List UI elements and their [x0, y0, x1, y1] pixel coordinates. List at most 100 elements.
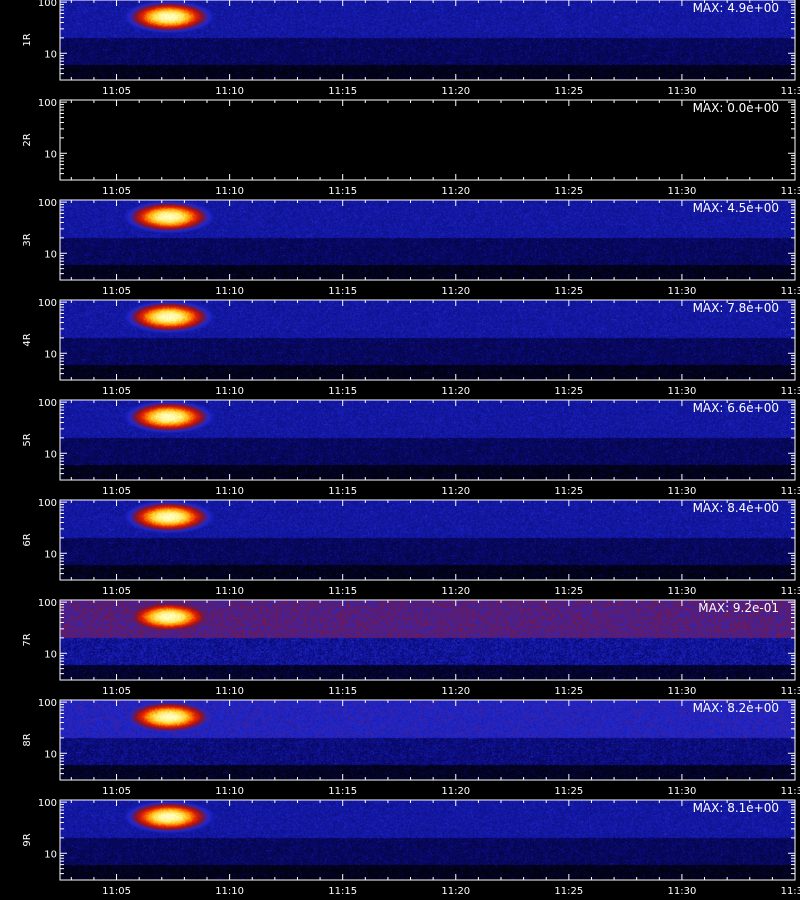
y-tick-label: 10	[44, 649, 57, 660]
spectrogram-panel-4r: 11:05 11:10 11:15 11:20 11:25 11:30 11:35 100 10…	[0, 298, 800, 400]
x-tick-label: 11:20	[441, 886, 470, 897]
panel-axes: 11:05 11:10 11:15 11:20 11:25 11:30 11:35 100 10…	[22, 698, 800, 797]
plot-frame	[59, 199, 796, 281]
spectrogram-panel-2r: 11:05 11:10 11:15 11:20 11:25 11:30 11:35 100 10…	[0, 98, 800, 200]
plot-frame	[59, 399, 796, 481]
heatmap-image	[60, 800, 795, 880]
x-tick-label: 11:15	[328, 886, 357, 897]
y-tick-label: 100	[38, 0, 57, 9]
x-tick-label: 11:20	[441, 386, 470, 397]
max-value-label: MAX: 8.4e+00	[693, 501, 779, 515]
spectrogram-panel-8r: 11:05 11:10 11:15 11:20 11:25 11:30 11:35 100 10…	[0, 698, 800, 800]
max-value-label: MAX: 4.5e+00	[693, 201, 779, 215]
x-tick-label: 11:30	[668, 586, 697, 597]
x-tick-label: 11:10	[215, 786, 244, 797]
max-value-label: MAX: 6.6e+00	[693, 401, 779, 415]
x-tick-label: 11:30	[668, 886, 697, 897]
plot-frame	[59, 699, 796, 781]
panel-axes: 11:05 11:10 11:15 11:20 11:25 11:30 11:35 100 10…	[22, 398, 800, 497]
x-tick-label: 11:10	[215, 86, 244, 97]
panel-axes: 11:05 11:10 11:15 11:20 11:25 11:30 11:35 100 10…	[22, 198, 800, 297]
y-tick-label: 100	[38, 98, 57, 109]
x-tick-label: 11:15	[328, 286, 357, 297]
x-tick-label: 11:25	[554, 86, 583, 97]
heatmap-image	[60, 0, 795, 80]
spectrogram-panel-5r: 11:05 11:10 11:15 11:20 11:25 11:30 11:35 100 10…	[0, 398, 800, 500]
x-tick-label: 11:25	[554, 286, 583, 297]
x-tick-label: 11:35	[781, 486, 800, 497]
x-tick-label: 11:35	[781, 86, 800, 97]
x-tick-label: 11:30	[668, 86, 697, 97]
x-tick-label: 11:35	[781, 886, 800, 897]
spectrogram-panel-3r: 11:05 11:10 11:15 11:20 11:25 11:30 11:35 100 10…	[0, 198, 800, 300]
x-tick-label: 11:15	[328, 86, 357, 97]
plot-frame	[59, 499, 796, 581]
x-tick-label: 11:15	[328, 486, 357, 497]
x-tick-label: 11:10	[215, 286, 244, 297]
x-tick-label: 11:05	[102, 186, 131, 197]
detector-label: 5R	[22, 433, 33, 446]
detector-label: 4R	[22, 333, 33, 346]
x-tick-label: 11:10	[215, 586, 244, 597]
x-tick-label: 11:20	[441, 486, 470, 497]
x-tick-label: 11:35	[781, 386, 800, 397]
x-tick-label: 11:05	[102, 486, 131, 497]
max-value-label: MAX: 7.8e+00	[693, 301, 779, 315]
heatmap-image	[60, 600, 795, 680]
x-tick-label: 11:10	[215, 886, 244, 897]
detector-label: 2R	[22, 133, 33, 146]
y-tick-label: 10	[44, 849, 57, 860]
x-tick-label: 11:25	[554, 486, 583, 497]
x-tick-label: 11:05	[102, 586, 131, 597]
heatmap-image	[60, 400, 795, 480]
max-value-label: MAX: 0.0e+00	[693, 101, 779, 115]
detector-label: 1R	[22, 33, 33, 46]
y-tick-label: 100	[38, 698, 57, 709]
x-tick-label: 11:35	[781, 686, 800, 697]
x-tick-label: 11:25	[554, 586, 583, 597]
x-tick-label: 11:20	[441, 286, 470, 297]
y-tick-label: 100	[38, 798, 57, 809]
heatmap-image	[60, 500, 795, 580]
x-tick-label: 11:25	[554, 386, 583, 397]
x-tick-label: 11:20	[441, 686, 470, 697]
plot-frame	[59, 99, 796, 181]
x-tick-label: 11:05	[102, 286, 131, 297]
x-tick-label: 11:20	[441, 186, 470, 197]
x-tick-label: 11:05	[102, 786, 131, 797]
x-tick-label: 11:25	[554, 186, 583, 197]
y-tick-label: 100	[38, 598, 57, 609]
panel-axes: 11:05 11:10 11:15 11:20 11:25 11:30 11:35 100 10…	[22, 298, 800, 397]
max-value-label: MAX: 9.2e-01	[698, 601, 779, 615]
plot-frame	[59, 799, 796, 881]
x-tick-label: 11:05	[102, 886, 131, 897]
x-tick-label: 11:10	[215, 686, 244, 697]
plot-frame	[59, 599, 796, 681]
detector-label: 9R	[22, 833, 33, 846]
x-tick-label: 11:25	[554, 686, 583, 697]
y-tick-label: 10	[44, 749, 57, 760]
x-tick-label: 11:35	[781, 286, 800, 297]
y-tick-label: 100	[38, 298, 57, 309]
y-tick-label: 10	[44, 149, 57, 160]
x-tick-label: 11:35	[781, 186, 800, 197]
x-tick-label: 11:30	[668, 786, 697, 797]
x-tick-label: 11:35	[781, 786, 800, 797]
x-tick-label: 11:15	[328, 386, 357, 397]
heatmap-image	[60, 700, 795, 780]
spectrogram-panel-7r: 11:05 11:10 11:15 11:20 11:25 11:30 11:35 100 10…	[0, 598, 800, 700]
x-tick-label: 11:15	[328, 586, 357, 597]
max-value-label: MAX: 4.9e+00	[693, 1, 779, 15]
detector-label: 6R	[22, 533, 33, 546]
panel-axes: 11:05 11:10 11:15 11:20 11:25 11:30 11:35 100 10…	[22, 798, 800, 897]
y-tick-label: 10	[44, 249, 57, 260]
y-tick-label: 10	[44, 349, 57, 360]
spectrogram-panel-6r: 11:05 11:10 11:15 11:20 11:25 11:30 11:35 100 10…	[0, 498, 800, 600]
x-tick-label: 11:30	[668, 386, 697, 397]
x-tick-label: 11:05	[102, 686, 131, 697]
detector-label: 7R	[22, 633, 33, 646]
detector-label: 3R	[22, 233, 33, 246]
panel-axes: 11:05 11:10 11:15 11:20 11:25 11:30 11:35 100 10…	[22, 98, 800, 197]
y-tick-label: 10	[44, 549, 57, 560]
